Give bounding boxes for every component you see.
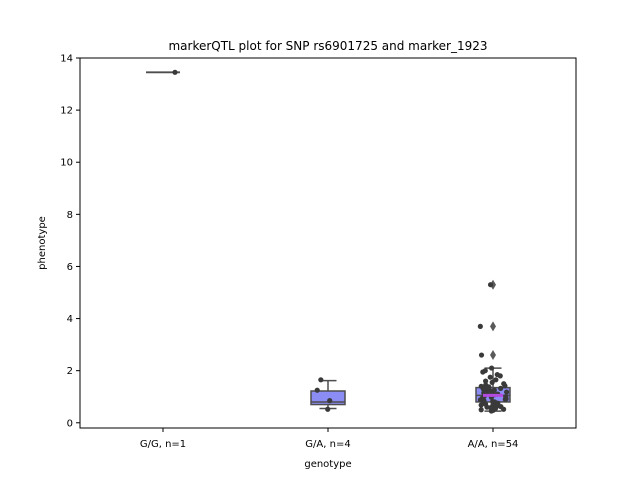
- box-iqr: [310, 390, 346, 406]
- data-point: [487, 374, 493, 380]
- data-point: [491, 387, 497, 393]
- x-axis: G/G, n=1 G/A, n=4 A/A, n=54: [140, 428, 519, 450]
- y-tick-label: 14: [60, 54, 73, 65]
- outlier-marker: [490, 321, 496, 332]
- data-point: [503, 394, 509, 400]
- y-tick-label: 4: [67, 314, 73, 325]
- y-tick-label: 12: [60, 106, 73, 117]
- chart-title: markerQTL plot for SNP rs6901725 and mar…: [168, 39, 487, 53]
- data-point: [490, 398, 496, 405]
- data-point: [493, 377, 499, 383]
- y-tick-label: 0: [67, 418, 73, 429]
- x-tick-label: G/G, n=1: [140, 439, 186, 450]
- axes-frame: [79, 57, 577, 429]
- data-point: [489, 365, 495, 371]
- data-point: [478, 383, 484, 389]
- data-point: [489, 379, 495, 386]
- data-point: [498, 385, 504, 391]
- box-group: [310, 379, 346, 410]
- data-point: [318, 377, 324, 383]
- data-point: [477, 323, 483, 329]
- outlier-marker: [490, 350, 496, 361]
- x-axis-label: genotype: [304, 459, 351, 470]
- y-tick-label: 6: [67, 262, 73, 273]
- data-point: [478, 407, 484, 413]
- x-tick-label: A/A, n=54: [468, 439, 519, 450]
- data-point: [325, 406, 331, 412]
- data-point: [503, 389, 510, 395]
- y-tick-label: 10: [60, 158, 73, 169]
- plot-area: [146, 69, 511, 414]
- data-point: [478, 352, 485, 358]
- data-point: [483, 382, 489, 388]
- data-point: [482, 368, 488, 374]
- data-point: [501, 381, 507, 387]
- data-point: [314, 387, 320, 393]
- y-axis-label: phenotype: [37, 216, 48, 270]
- y-tick-label: 2: [67, 366, 73, 377]
- y-tick-label: 8: [67, 210, 73, 221]
- data-point: [172, 69, 178, 75]
- data-point: [487, 282, 494, 288]
- data-point: [494, 371, 500, 378]
- y-axis: 0 2 4 6 8 10 12 14: [60, 54, 80, 429]
- x-tick-label: G/A, n=4: [305, 439, 350, 450]
- data-point: [483, 378, 489, 384]
- data-point: [327, 398, 333, 404]
